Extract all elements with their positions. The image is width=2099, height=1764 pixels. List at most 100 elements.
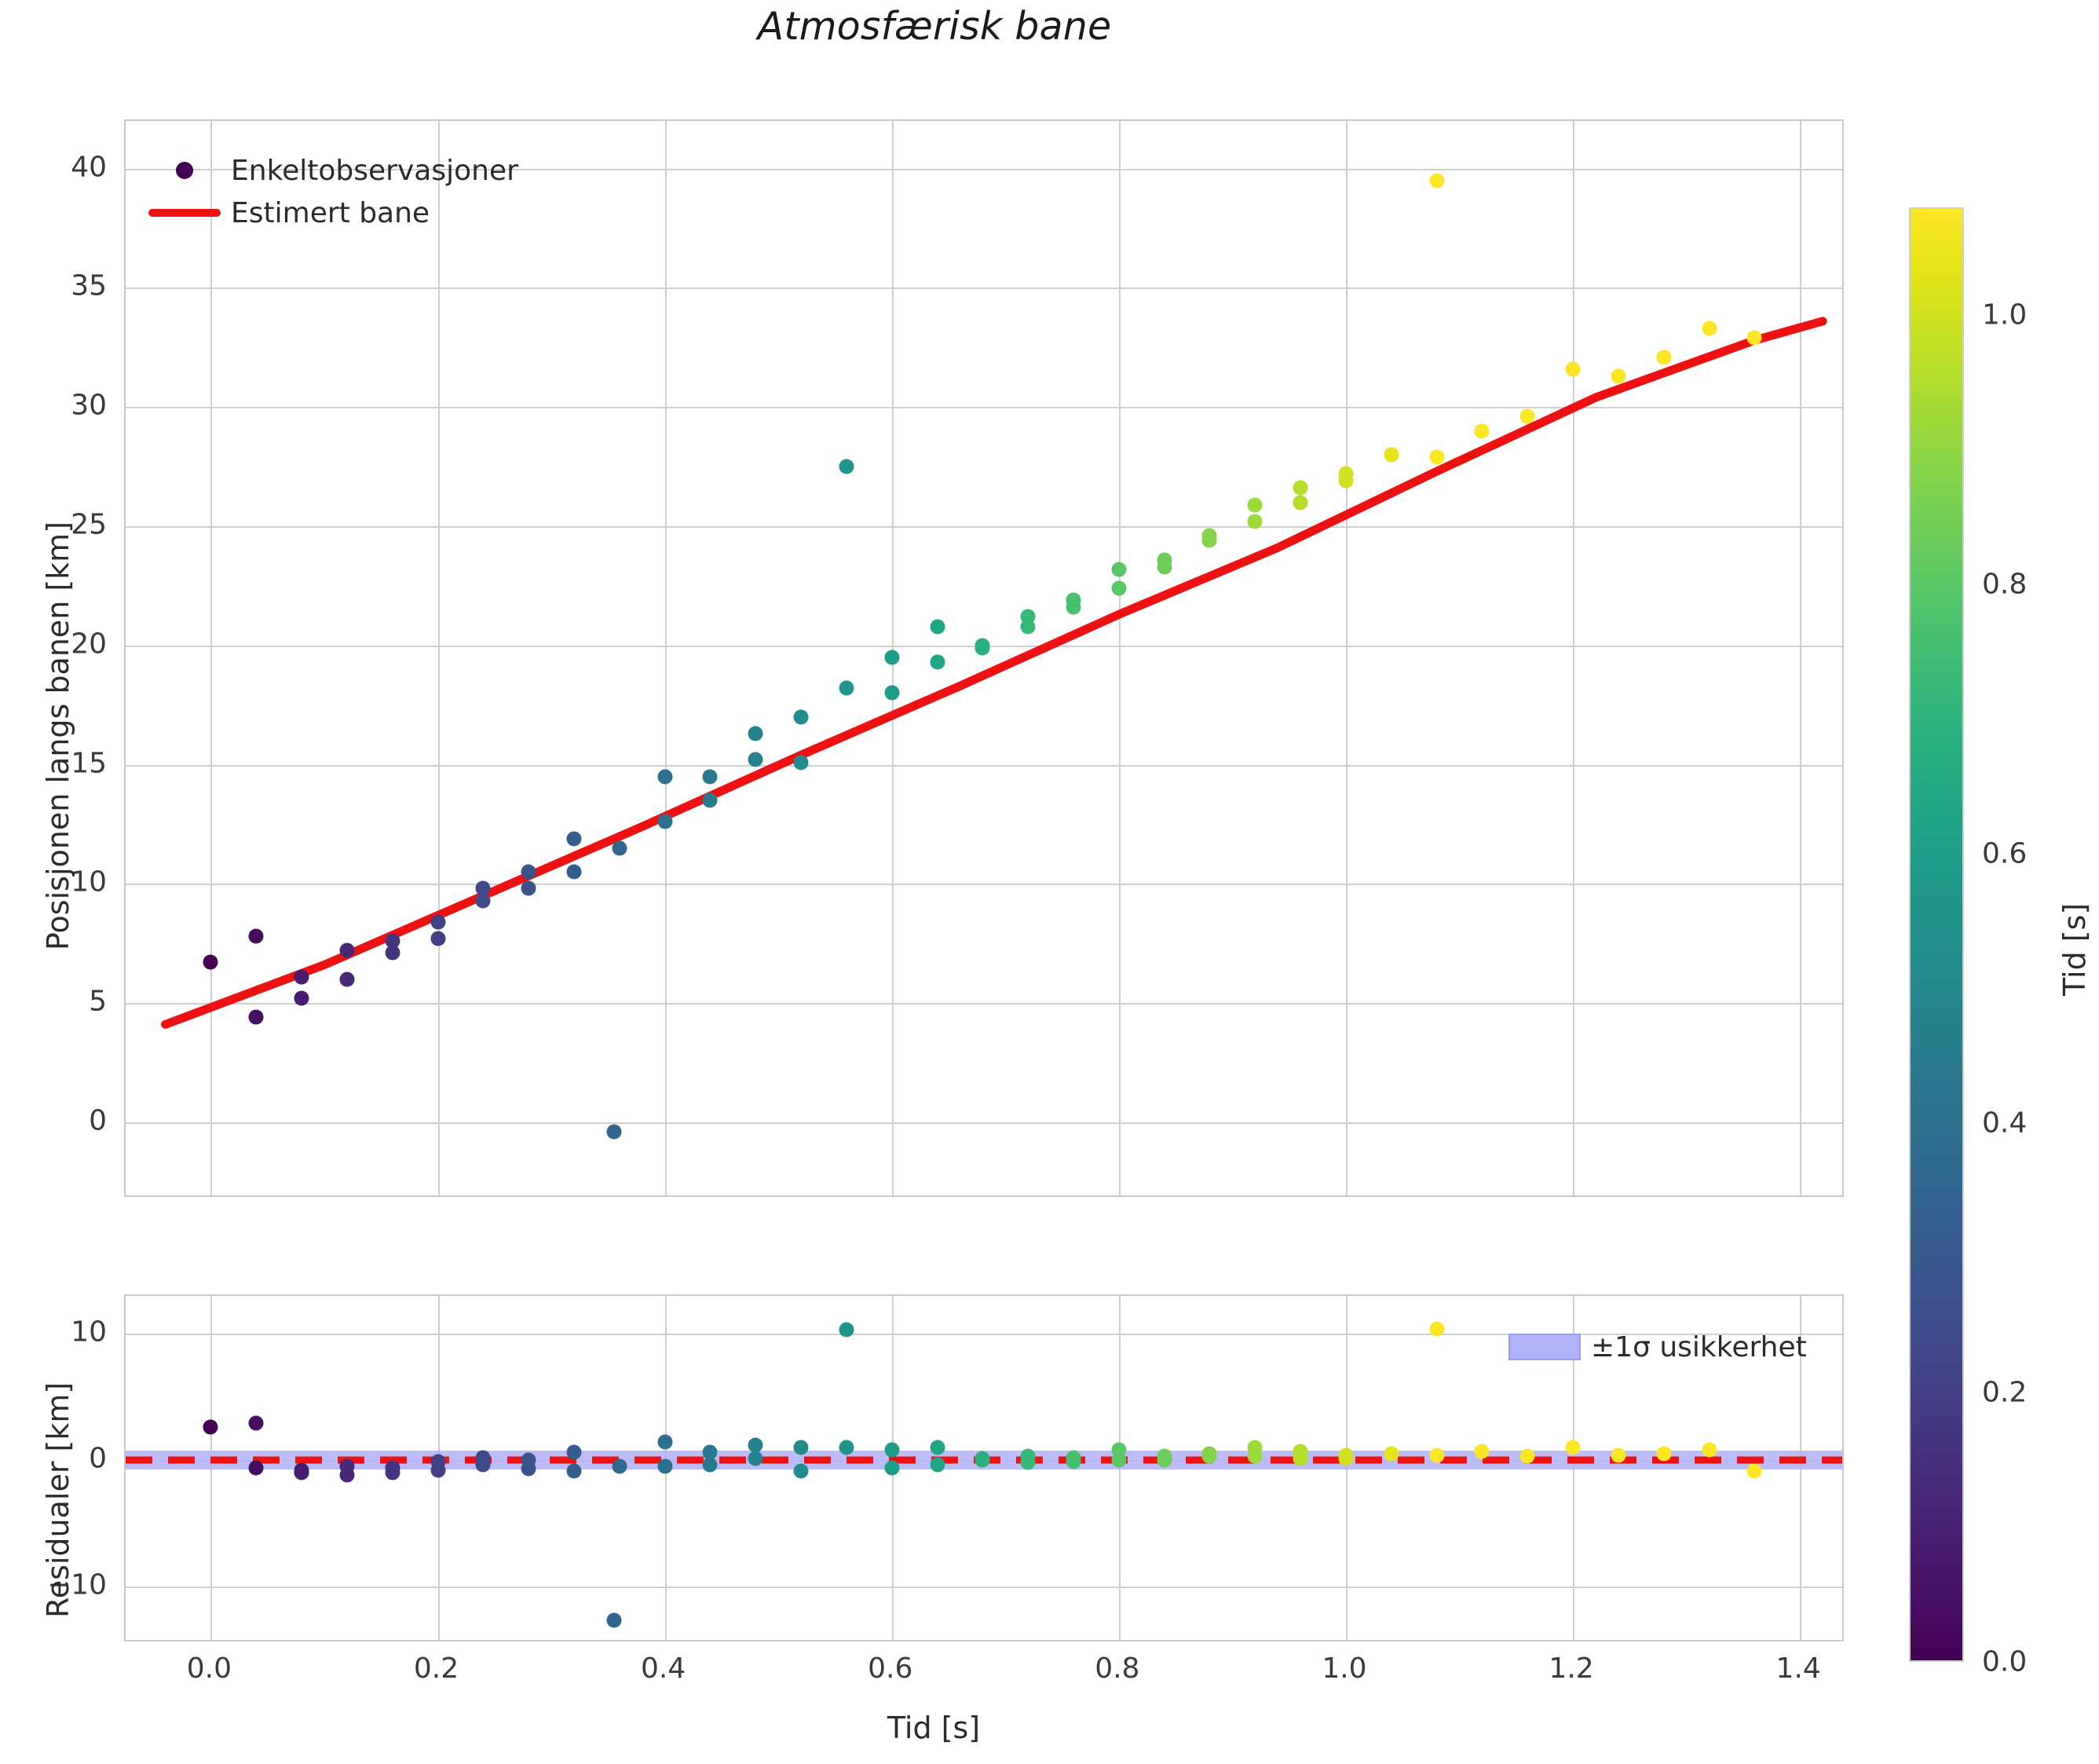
residual-point	[1384, 1446, 1399, 1462]
colorbar-tick-label: 1.0	[1982, 298, 2028, 331]
residual-y-tick-label: −10	[47, 1568, 107, 1601]
residual-point	[839, 1440, 854, 1455]
colorbar-tick-label: 0.2	[1982, 1376, 2028, 1409]
residual-point	[657, 1458, 673, 1474]
residual-y-tick-label: 10	[71, 1316, 107, 1349]
data-point	[1247, 514, 1263, 529]
grid-line-horizontal	[126, 168, 1842, 170]
residual-point	[294, 1465, 309, 1480]
residual-point	[1020, 1455, 1036, 1470]
residual-point	[612, 1458, 627, 1474]
colorbar	[1909, 207, 1964, 1662]
grid-line-vertical	[210, 121, 213, 1195]
data-point	[430, 931, 446, 946]
data-point	[1111, 562, 1127, 577]
grid-line-vertical	[1573, 121, 1575, 1195]
main-plot-axes	[124, 119, 1844, 1197]
grid-line-horizontal	[126, 1122, 1842, 1124]
residual-point	[566, 1444, 582, 1460]
data-point	[385, 933, 400, 949]
residual-point	[1247, 1448, 1263, 1464]
data-point	[884, 650, 900, 665]
grid-line-horizontal	[126, 1003, 1842, 1005]
data-point	[930, 654, 945, 670]
legend-label: ±1σ usikkerhet	[1591, 1330, 1807, 1363]
y-tick-label: 10	[71, 866, 107, 898]
residual-point	[657, 1434, 673, 1450]
data-point	[475, 880, 491, 896]
residual-point	[1066, 1454, 1081, 1469]
residual-point	[1429, 1321, 1445, 1337]
residual-point	[1429, 1447, 1445, 1463]
y-tick-label: 5	[89, 985, 107, 1018]
grid-line-horizontal	[126, 764, 1842, 767]
data-point	[294, 969, 309, 985]
data-point	[1111, 580, 1127, 596]
data-point	[339, 972, 355, 987]
legend-label: Enkeltobservasjoner	[231, 154, 518, 187]
residual-point	[748, 1437, 763, 1453]
data-point	[566, 864, 582, 880]
residual-point	[930, 1457, 945, 1473]
data-point	[1429, 449, 1445, 465]
data-point	[1293, 495, 1308, 511]
residual-point	[1201, 1448, 1217, 1464]
x-tick-label: 1.0	[1322, 1652, 1367, 1685]
data-point	[430, 914, 446, 930]
x-tick-label: 0.8	[1095, 1652, 1140, 1685]
y-tick-label: 0	[89, 1104, 107, 1137]
data-point	[475, 893, 491, 909]
colorbar-tick-label: 0.6	[1982, 837, 2028, 870]
data-point	[1020, 619, 1036, 634]
residual-point	[793, 1463, 809, 1479]
residual-point	[1474, 1444, 1490, 1459]
x-tick-label: 0.2	[413, 1652, 459, 1685]
data-point	[839, 680, 854, 696]
data-point	[1565, 361, 1581, 377]
grid-line-vertical	[437, 121, 440, 1195]
grid-line-vertical	[1800, 121, 1802, 1195]
residual-point	[839, 1322, 854, 1338]
data-point	[702, 792, 718, 808]
grid-line-horizontal	[126, 287, 1842, 290]
main-legend: Enkeltobservasjoner Estimert bane	[138, 149, 518, 234]
y-tick-label: 30	[71, 389, 107, 422]
fit-curve	[161, 317, 1827, 1029]
data-point	[884, 685, 900, 701]
colorbar-tick-label: 0.0	[1982, 1645, 2028, 1678]
colorbar-label: Tid [s]	[2057, 902, 2092, 996]
legend-key	[1498, 1334, 1591, 1360]
colorbar-tick-label: 0.8	[1982, 568, 2028, 601]
residual-point	[1656, 1446, 1672, 1462]
x-tick-label: 0.0	[186, 1652, 232, 1685]
residual-point	[793, 1440, 809, 1455]
grid-line-horizontal	[126, 407, 1842, 409]
residual-point	[1746, 1463, 1762, 1479]
residual-point	[975, 1452, 990, 1468]
grid-line-horizontal	[126, 526, 1842, 529]
data-point	[657, 814, 673, 829]
data-point	[1474, 423, 1490, 439]
x-tick-label: 0.6	[868, 1652, 913, 1685]
legend-marker-line	[148, 209, 221, 217]
residual-point	[1111, 1452, 1127, 1468]
data-point	[839, 459, 854, 474]
data-point	[521, 880, 536, 896]
residual-point	[930, 1440, 945, 1455]
data-point	[748, 726, 763, 741]
residual-point	[385, 1465, 400, 1480]
data-point	[248, 928, 264, 944]
residual-point	[1338, 1451, 1354, 1466]
data-point	[975, 640, 990, 656]
data-point	[1338, 473, 1354, 489]
data-point	[1293, 480, 1308, 496]
x-tick-label: 1.4	[1775, 1652, 1821, 1685]
residual-point	[702, 1457, 718, 1473]
residual-point	[1565, 1440, 1581, 1455]
figure-title: Atmosfærisk bane	[757, 4, 1112, 49]
residual-point	[1519, 1448, 1535, 1464]
legend-entry: Estimert bane	[138, 192, 518, 234]
data-point	[248, 1009, 264, 1025]
data-point	[606, 1124, 622, 1140]
grid-line-vertical	[1345, 121, 1348, 1195]
